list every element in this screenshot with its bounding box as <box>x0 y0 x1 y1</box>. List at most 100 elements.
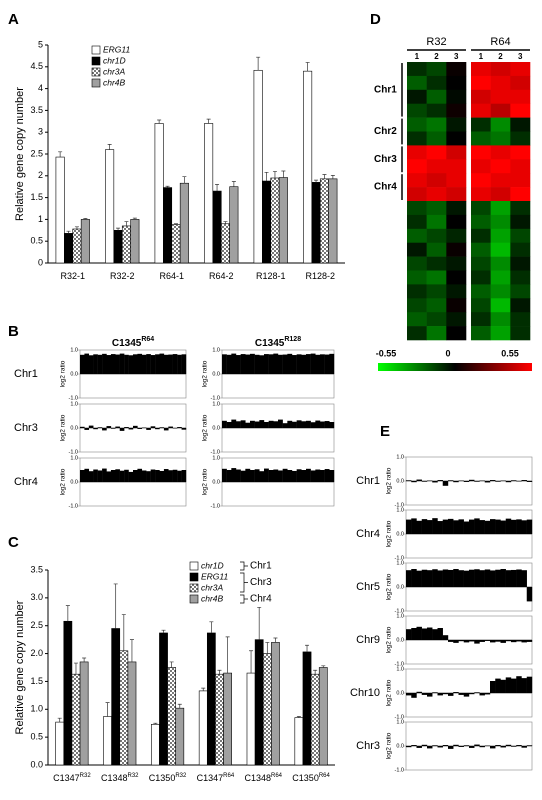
track-bar <box>159 427 165 428</box>
track-bar <box>505 481 512 483</box>
error-bar <box>177 703 182 709</box>
track-bar <box>427 520 433 534</box>
heat-cell <box>510 214 531 230</box>
track-bar <box>500 746 506 748</box>
track-bar <box>264 422 269 428</box>
track-bar <box>88 355 94 374</box>
track-bar <box>495 481 501 482</box>
y-tick-label: 0.0 <box>70 425 78 431</box>
heat-cell <box>446 228 467 243</box>
track-bar <box>268 420 274 428</box>
error-bar <box>313 669 318 675</box>
bar <box>271 642 280 766</box>
row-label: Chr4 <box>356 528 380 540</box>
track-bar <box>278 470 283 482</box>
track-bar <box>505 640 512 642</box>
y-axis-label: log2 ratio <box>60 360 67 387</box>
row-label: Chr3 <box>14 422 38 434</box>
error-bar <box>107 144 112 150</box>
track-bar <box>177 470 182 482</box>
error-bar <box>223 221 228 224</box>
colorbar-tick-label: -0.55 <box>376 348 397 358</box>
track-bar <box>306 468 311 482</box>
track-bar <box>469 569 475 587</box>
bar <box>310 673 320 766</box>
track-bar <box>427 627 433 640</box>
x-tick-sup: R64 <box>319 773 331 779</box>
track-bar <box>146 428 151 430</box>
row-group-label: Chr1 <box>374 84 397 95</box>
heat-cell <box>510 326 531 341</box>
track-bar <box>236 469 241 482</box>
y-tick-label: 1.0 <box>396 507 404 513</box>
track-bar <box>511 519 517 534</box>
track-bar <box>511 746 517 747</box>
track-bar <box>484 520 491 534</box>
group-label: R64 <box>490 36 510 48</box>
track-bar <box>453 569 459 587</box>
row-label: Chr1 <box>356 475 380 487</box>
track-bar <box>437 570 443 587</box>
legend-label: ERG11 <box>103 44 131 54</box>
legend-swatch <box>189 572 199 582</box>
track-bar <box>495 519 501 534</box>
track-bar <box>526 676 533 693</box>
heat-cell <box>510 173 531 188</box>
track-bar <box>442 635 449 640</box>
track-bar <box>133 354 138 374</box>
track-bar <box>301 354 307 374</box>
track-bar <box>278 354 283 374</box>
y-tick-label: -1.0 <box>69 395 78 401</box>
track-bar <box>463 521 470 534</box>
track-bar <box>93 469 98 482</box>
track-bar <box>226 422 232 428</box>
heat-cell <box>446 145 467 160</box>
track-bar <box>268 470 274 482</box>
heat-cell <box>407 326 427 341</box>
legend-label: ERG11 <box>201 571 229 581</box>
track-bar <box>516 745 522 746</box>
bar <box>127 661 137 766</box>
track-bar <box>146 471 151 482</box>
heat-cell <box>407 103 427 118</box>
track-bar <box>437 746 443 748</box>
track-bar <box>495 569 501 587</box>
heat-cell <box>446 131 467 146</box>
bar <box>294 717 304 766</box>
track-bar <box>329 353 335 374</box>
track-bar <box>301 421 307 428</box>
track-bar <box>264 354 269 374</box>
heat-cell <box>426 201 447 216</box>
track-bar <box>448 640 454 642</box>
y-tick-label: 1.0 <box>396 560 404 566</box>
heat-cell <box>490 312 511 327</box>
heat-cell <box>471 284 491 299</box>
error-bar <box>57 717 62 723</box>
x-tick-name: C1347 <box>53 773 80 783</box>
track-bar <box>516 519 522 534</box>
x-tick-label: R128-1 <box>256 271 286 281</box>
legend-group-label: Chr1 <box>250 561 272 572</box>
heat-cell <box>510 131 531 146</box>
bar <box>163 187 173 264</box>
track-bar <box>259 471 265 482</box>
row-group-label: Chr4 <box>374 182 397 193</box>
error-bar <box>305 644 310 652</box>
heat-cell <box>407 256 427 271</box>
y-tick-label: 4 <box>38 83 43 93</box>
heat-cell <box>426 173 447 188</box>
bar <box>113 230 123 264</box>
error-bar <box>281 170 286 178</box>
heat-cell <box>490 75 511 91</box>
y-axis-label: log2 ratio <box>386 573 393 600</box>
bar <box>212 190 222 264</box>
bar <box>105 149 115 264</box>
legend-label: chr1D <box>201 560 224 570</box>
y-axis-label: Relative gene copy number <box>14 600 26 734</box>
panel-label: A <box>8 11 19 28</box>
track-bar <box>254 421 260 428</box>
heat-cell <box>426 242 447 257</box>
x-tick-label: C1348R64 <box>244 773 282 784</box>
bar <box>175 707 185 766</box>
heat-cell <box>407 228 427 243</box>
